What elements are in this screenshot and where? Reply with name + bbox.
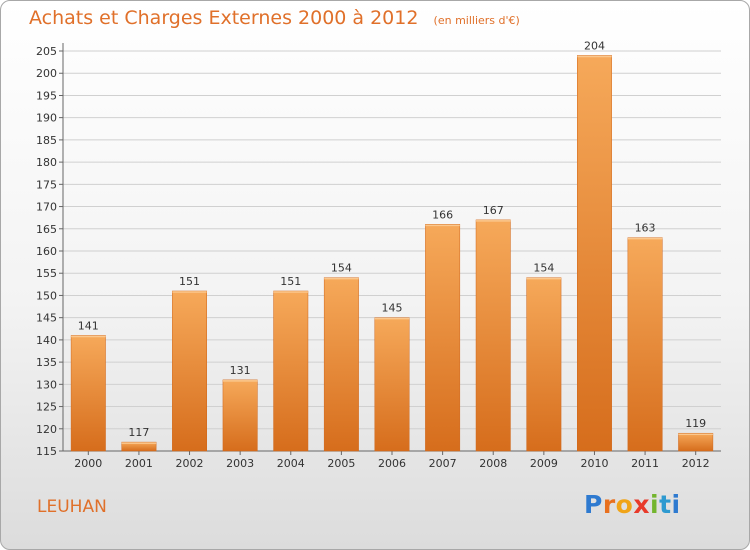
y-tick-label: 165	[36, 223, 57, 236]
y-tick-label: 175	[36, 178, 57, 191]
y-tick-label: 180	[36, 156, 57, 169]
bars	[70, 55, 714, 452]
y-tick-label: 190	[36, 112, 57, 125]
logo-letter: x	[633, 490, 650, 519]
value-label: 154	[533, 262, 554, 275]
x-tick-label: 2005	[327, 457, 355, 470]
logo-letter: i	[671, 490, 681, 519]
y-tick-label: 205	[36, 45, 57, 58]
x-tick-label: 2010	[580, 457, 608, 470]
bar-2000	[70, 335, 106, 452]
chart-title: Achats et Charges Externes 2000 à 2012	[29, 7, 419, 29]
value-label: 166	[432, 208, 453, 221]
x-tick-label: 2006	[378, 457, 406, 470]
value-label: 151	[179, 275, 200, 288]
bar-2004	[273, 290, 309, 452]
value-label: 145	[382, 302, 403, 315]
value-label: 119	[685, 417, 706, 430]
x-tick-label: 2001	[125, 457, 153, 470]
y-tick-label: 130	[36, 378, 57, 391]
y-tick-label: 115	[36, 445, 57, 458]
bar-2001	[121, 441, 157, 452]
logo-letter: P	[584, 490, 603, 519]
y-tick-label: 145	[36, 312, 57, 325]
x-tick-label: 2004	[277, 457, 305, 470]
logo-letter: o	[615, 490, 634, 519]
proxiti-logo[interactable]: Proxiti	[584, 490, 681, 519]
logo-letter: i	[650, 490, 660, 519]
value-label: 117	[128, 426, 149, 439]
logo-letter: t	[659, 490, 672, 519]
place-name: LEUHAN	[37, 497, 107, 517]
y-tick-label: 135	[36, 356, 57, 369]
y-tick-label: 170	[36, 201, 57, 214]
value-label: 141	[78, 319, 99, 332]
bar-2012	[678, 432, 714, 452]
y-tick-label: 120	[36, 423, 57, 436]
y-tick-label: 200	[36, 67, 57, 80]
x-tick-label: 2002	[176, 457, 204, 470]
value-label: 163	[635, 222, 656, 235]
y-tick-label: 125	[36, 401, 57, 414]
bar-2003	[222, 379, 258, 452]
x-tick-label: 2012	[682, 457, 710, 470]
value-label: 204	[584, 39, 605, 52]
x-tick-label: 2011	[631, 457, 659, 470]
y-tick-label: 185	[36, 134, 57, 147]
bar-2011	[627, 237, 663, 452]
bar-2009	[526, 277, 562, 452]
x-tick-label: 2009	[530, 457, 558, 470]
x-tick-label: 2007	[429, 457, 457, 470]
chart-subtitle: (en milliers d'€)	[433, 14, 520, 27]
x-tick-label: 2003	[226, 457, 254, 470]
bar-2006	[374, 317, 410, 452]
labels: 115 120 125 130 135 140 145 150 155 160 165 170 175 1…	[36, 39, 710, 470]
value-label: 154	[331, 262, 352, 275]
y-tick-label: 195	[36, 89, 57, 102]
value-label: 167	[483, 204, 504, 217]
y-tick-label: 140	[36, 334, 57, 347]
bar-2007	[425, 224, 461, 452]
bar-2002	[172, 290, 207, 452]
bar-2005	[323, 277, 359, 452]
value-label: 151	[280, 275, 301, 288]
y-tick-label: 160	[36, 245, 57, 258]
logo-letter: r	[602, 490, 616, 519]
value-label: 131	[230, 364, 251, 377]
y-tick-label: 155	[36, 267, 57, 280]
title-row: Achats et Charges Externes 2000 à 2012 (…	[29, 7, 520, 29]
x-tick-label: 2008	[479, 457, 507, 470]
x-tick-label: 2000	[74, 457, 102, 470]
bar-2008	[475, 219, 511, 452]
bar-2010	[577, 55, 612, 452]
y-tick-label: 150	[36, 289, 57, 302]
